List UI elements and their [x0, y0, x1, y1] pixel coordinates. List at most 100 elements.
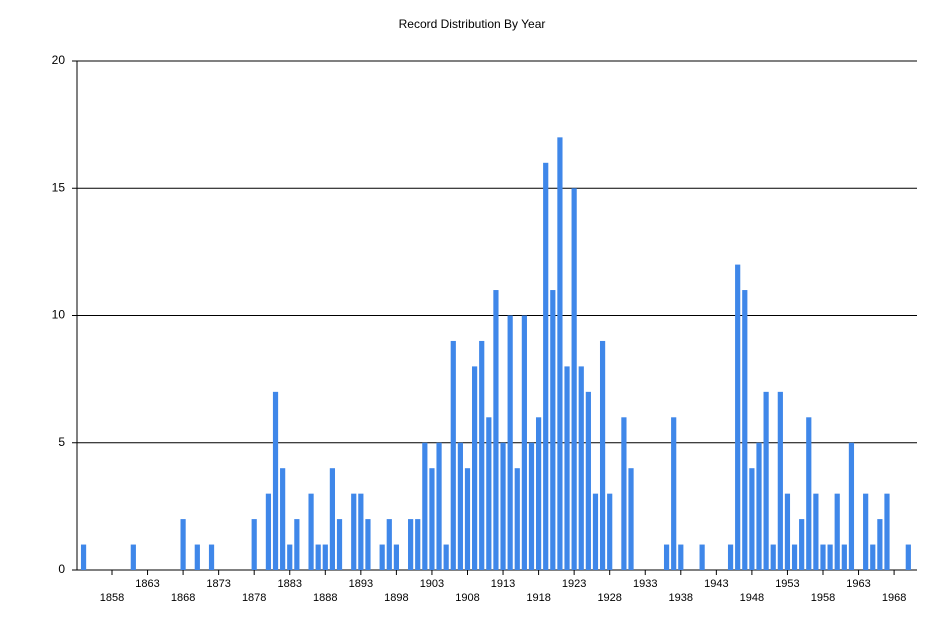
bar [450, 340, 456, 570]
bar [727, 544, 734, 570]
x-tick-label: 1863 [135, 578, 159, 590]
bar [799, 519, 805, 570]
bar [813, 493, 819, 570]
bar [564, 366, 570, 570]
x-tick-label: 1948 [740, 592, 764, 604]
bar [834, 493, 840, 570]
bar [791, 544, 798, 570]
x-tick-label: 1903 [420, 578, 444, 590]
bar [336, 519, 343, 570]
bar [272, 391, 279, 570]
bar [429, 468, 435, 570]
bar [870, 544, 876, 570]
bar [493, 290, 499, 570]
bar [208, 544, 215, 570]
bar [777, 391, 783, 570]
bar [486, 417, 492, 570]
x-tick-label: 1938 [669, 592, 693, 604]
bar [130, 544, 136, 570]
bar [628, 468, 634, 570]
x-tick-label: 1918 [526, 592, 550, 604]
x-tick-label: 1928 [597, 592, 621, 604]
bar [443, 544, 449, 570]
y-tick-label: 0 [58, 562, 65, 576]
bar [329, 468, 336, 570]
bar [742, 290, 748, 570]
bar [663, 544, 670, 570]
bar [841, 544, 847, 570]
x-tick-label: 1913 [491, 578, 515, 590]
bar [80, 544, 87, 570]
bar [422, 442, 428, 570]
bar [827, 544, 833, 570]
bar [557, 137, 563, 570]
x-tick-label: 1923 [562, 578, 586, 590]
bar [315, 544, 321, 570]
bar [464, 468, 471, 570]
x-tick-label: 1868 [171, 592, 195, 604]
bar [436, 442, 442, 570]
bar [535, 417, 542, 570]
bar [763, 391, 769, 570]
x-tick-label: 1873 [206, 578, 230, 590]
bar [592, 493, 599, 570]
bar [820, 544, 826, 570]
bar [863, 493, 869, 570]
bar [599, 340, 606, 570]
x-tick-label: 1943 [704, 578, 728, 590]
x-tick-label: 1878 [242, 592, 266, 604]
x-tick-label: 1958 [811, 592, 835, 604]
bar [472, 366, 478, 570]
bar [351, 493, 357, 570]
x-tick-label: 1953 [775, 578, 799, 590]
bar [365, 519, 371, 570]
x-tick-label: 1968 [882, 592, 906, 604]
bar [287, 544, 293, 570]
bar [578, 366, 584, 570]
x-tick-label: 1908 [455, 592, 479, 604]
y-tick-label: 20 [52, 53, 66, 67]
bar [251, 519, 257, 570]
bar [784, 493, 791, 570]
x-tick-label: 1933 [633, 578, 657, 590]
bar [308, 493, 314, 570]
bar [514, 468, 520, 570]
bar [678, 544, 684, 570]
bar [806, 417, 812, 570]
bar [500, 442, 506, 570]
bar [180, 519, 186, 570]
bar [294, 519, 300, 570]
bar [280, 468, 286, 570]
x-tick-label: 1893 [349, 578, 373, 590]
bar [507, 315, 513, 570]
x-tick-label: 1963 [846, 578, 870, 590]
bar [408, 519, 414, 570]
bar [770, 544, 776, 570]
bar [699, 544, 705, 570]
bar [905, 544, 911, 570]
y-tick-label: 5 [58, 435, 65, 449]
bar [521, 315, 527, 570]
bar [528, 442, 535, 570]
bar [550, 290, 556, 570]
bar [571, 188, 577, 570]
bar [848, 442, 855, 570]
x-tick-label: 1888 [313, 592, 337, 604]
bar [671, 417, 677, 570]
bar [543, 162, 549, 571]
bar [479, 340, 485, 570]
bar [393, 544, 399, 570]
bar [415, 519, 421, 570]
bar [585, 391, 591, 570]
bar [884, 493, 890, 570]
bar [386, 519, 392, 570]
chart-title: Record Distribution By Year [399, 17, 546, 31]
y-tick-label: 15 [52, 180, 66, 194]
x-tick-label: 1858 [100, 592, 124, 604]
bar [735, 264, 741, 570]
bar [621, 417, 627, 570]
bar [194, 544, 200, 570]
y-tick-label: 10 [52, 308, 66, 322]
bar [379, 544, 385, 570]
